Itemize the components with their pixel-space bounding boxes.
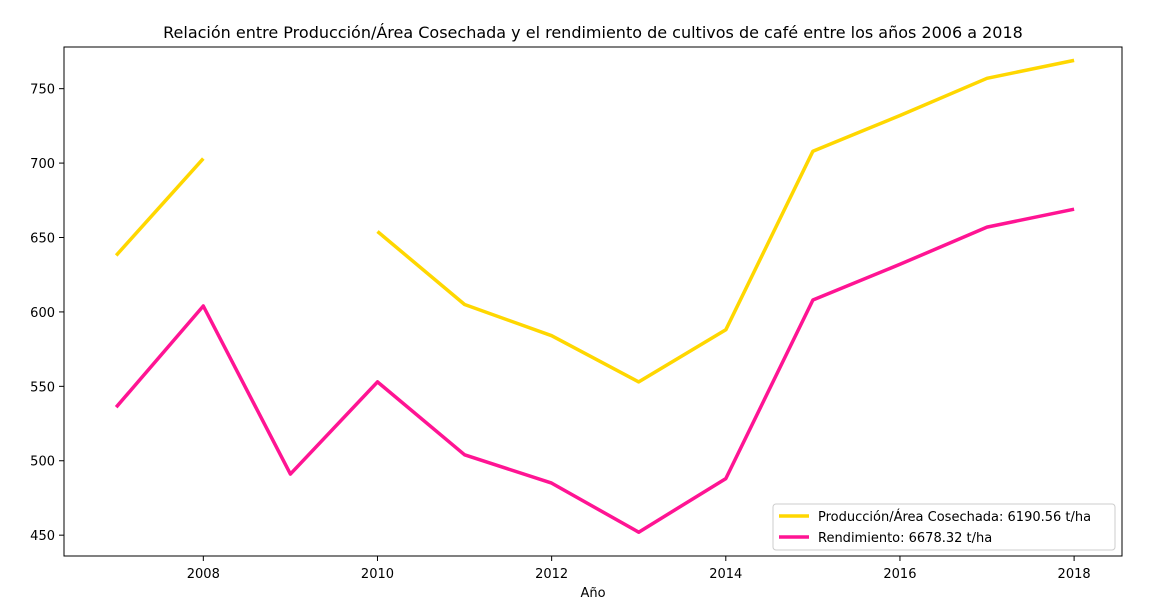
series-line-1-segment-2 [376, 58, 1075, 384]
legend-box [772, 503, 1116, 551]
y-axis: 450 500 550 600 650 700 750 [30, 83, 64, 544]
x-tick-label: 2014 [709, 567, 742, 582]
x-tick-label: 2018 [1058, 567, 1091, 582]
chart-title: Relación entre Producción/Área Cosechada… [163, 23, 1023, 42]
y-tick-label: 750 [30, 83, 55, 98]
y-tick-label: 600 [30, 306, 55, 321]
plot-area [63, 46, 1123, 557]
x-tick-label: 2016 [883, 567, 916, 582]
y-tick-label: 700 [30, 157, 55, 172]
legend: Producción/Área Cosechada: 6190.56 t/ha R… [772, 503, 1116, 551]
legend-entry: Rendimiento: 6678.32 t/ha [818, 531, 992, 546]
x-tick-label: 2012 [535, 567, 568, 582]
y-tick-label: 450 [30, 529, 55, 544]
y-tick-label: 500 [30, 455, 55, 470]
x-axis-label: Año [580, 586, 605, 601]
y-tick-label: 650 [30, 232, 55, 247]
series-line-2-segment-1 [114, 207, 1075, 534]
plot-frame [63, 46, 1123, 557]
x-tick-label: 2008 [187, 567, 220, 582]
y-tick-label: 550 [30, 380, 55, 395]
x-axis: 2008 2010 2012 2014 2016 2018 [187, 556, 1091, 582]
series-line-1-segment-1 [114, 157, 205, 257]
x-tick-label: 2010 [361, 567, 394, 582]
series-layer [114, 58, 1075, 534]
legend-entry: Producción/Área Cosechada: 6190.56 t/ha [818, 509, 1091, 525]
